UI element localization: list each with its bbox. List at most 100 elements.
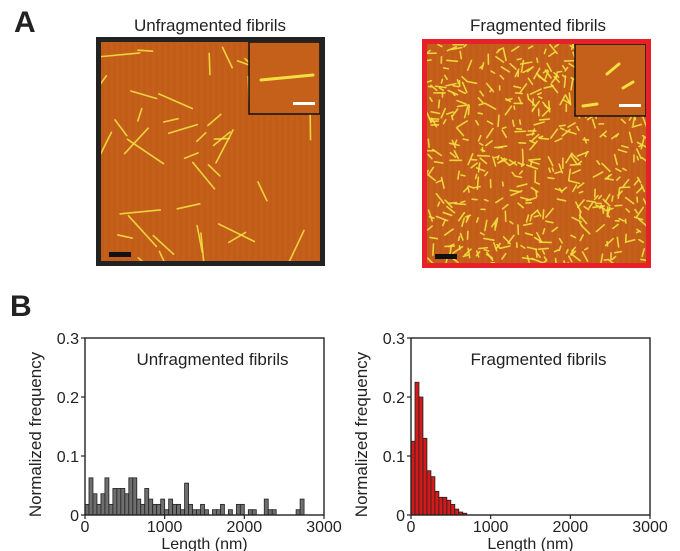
fibril — [479, 90, 485, 97]
fibril — [493, 155, 499, 159]
fibril — [625, 208, 631, 213]
fibril — [579, 222, 583, 227]
afm-scan-stripe — [445, 44, 448, 263]
fibril — [454, 202, 467, 206]
fibril — [637, 218, 646, 227]
fibril — [444, 199, 453, 209]
fibril — [453, 149, 460, 160]
fibril — [537, 247, 550, 250]
fibril — [576, 150, 590, 157]
fibril — [578, 214, 588, 225]
fibril — [494, 219, 499, 229]
fibril — [570, 78, 574, 91]
afm-scan-stripe — [439, 44, 442, 263]
fibril — [497, 114, 500, 128]
fibril — [477, 162, 481, 173]
fibril — [547, 100, 551, 113]
fibril — [529, 160, 533, 166]
afm-scan-stripe — [457, 44, 460, 263]
fibril — [504, 105, 513, 116]
fibril — [611, 195, 614, 202]
fibril — [442, 67, 450, 70]
fibril — [457, 170, 460, 180]
fibril — [625, 239, 636, 243]
fibril — [633, 178, 640, 186]
fibril — [499, 245, 511, 250]
afm-scan-stripe — [475, 44, 478, 263]
fibril — [526, 246, 538, 251]
fibril — [543, 85, 555, 89]
fibril — [427, 79, 433, 84]
fibril — [476, 154, 491, 157]
fibril — [479, 232, 485, 236]
fibril — [592, 171, 604, 178]
afm-scan-stripe — [553, 44, 556, 263]
histogram-bar — [251, 509, 257, 516]
histogram-bar — [136, 498, 142, 516]
fibril — [531, 128, 536, 136]
fibril — [593, 194, 599, 201]
afm-scan-stripe — [263, 42, 266, 261]
fibril — [641, 134, 646, 140]
fibril — [450, 46, 463, 51]
fibril — [602, 198, 611, 207]
fibril — [446, 59, 459, 63]
fibril — [462, 187, 469, 193]
fibril — [628, 131, 633, 144]
fibril — [427, 225, 433, 231]
fibril — [429, 96, 433, 103]
afm-scan-stripe — [493, 44, 496, 263]
fibril — [485, 140, 493, 147]
histogram-bar — [128, 477, 134, 516]
fibril — [577, 160, 583, 165]
fibril — [553, 75, 560, 83]
fibril — [533, 214, 540, 218]
fibril — [579, 234, 584, 242]
fibril — [533, 236, 542, 243]
fibril — [129, 90, 158, 100]
fibril — [158, 250, 165, 261]
fibril — [449, 151, 457, 158]
y-tick-label: 0.2 — [383, 390, 405, 407]
fibril — [520, 59, 525, 73]
afm-scan-stripe — [565, 44, 568, 263]
fibril — [461, 81, 468, 94]
fibril — [460, 200, 466, 204]
fibril — [604, 193, 611, 203]
fibril — [474, 173, 478, 180]
fibril — [445, 82, 457, 87]
x-axis-label: Length (nm) — [161, 536, 247, 551]
inset-scale-bar — [293, 102, 315, 105]
fibril — [611, 255, 617, 261]
fibril — [600, 253, 604, 263]
inset-scale-bar — [619, 104, 641, 107]
fibril — [447, 201, 458, 205]
fibril — [446, 205, 456, 214]
fibril — [564, 66, 569, 72]
fibril — [558, 163, 564, 174]
fibril — [497, 158, 508, 164]
fibril — [561, 74, 567, 79]
fibril — [554, 44, 560, 48]
fibril — [576, 125, 580, 132]
fibril — [508, 159, 518, 166]
fibril — [535, 181, 541, 185]
fibril — [475, 217, 479, 223]
fibril — [257, 181, 268, 202]
afm-scan-stripe — [643, 44, 646, 263]
fibril — [485, 82, 495, 93]
fibril — [427, 138, 430, 148]
fibril — [518, 170, 524, 175]
afm-scan-stripe — [619, 44, 622, 263]
fibril — [451, 139, 457, 149]
afm-scan-stripe — [589, 44, 592, 263]
fibril — [431, 118, 438, 128]
fibril — [635, 185, 644, 194]
inset-fibril — [581, 102, 599, 108]
x-tick-label: 2000 — [553, 519, 589, 536]
fibril — [527, 77, 534, 86]
histogram-bar — [164, 509, 170, 516]
fibril — [558, 124, 566, 127]
fibril — [613, 153, 618, 166]
fibril — [461, 217, 466, 227]
